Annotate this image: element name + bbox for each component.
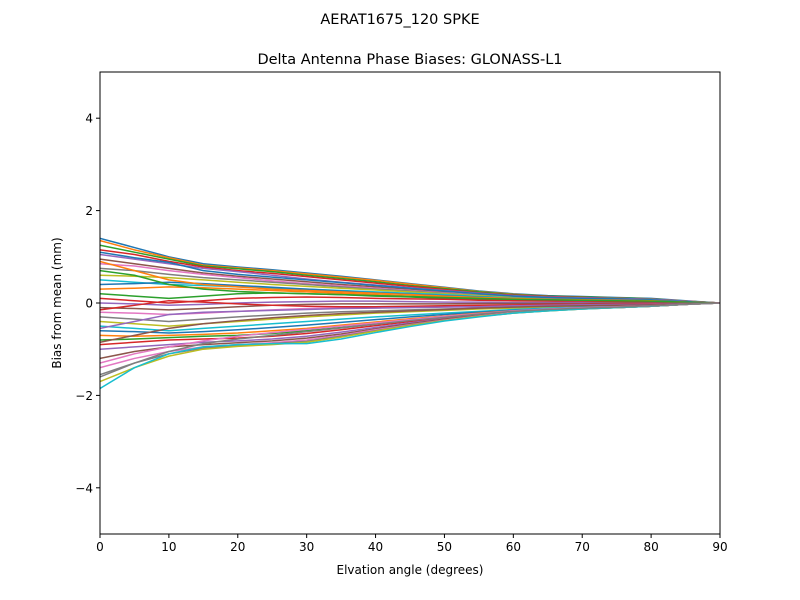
series-line-33 — [100, 269, 720, 304]
x-tick-label: 40 — [368, 540, 383, 554]
y-tick-label: −2 — [75, 389, 93, 403]
x-tick-label: 20 — [230, 540, 245, 554]
x-tick-label: 70 — [575, 540, 590, 554]
x-tick-label: 80 — [643, 540, 658, 554]
y-tick-label: −4 — [75, 481, 93, 495]
chart-title: Delta Antenna Phase Biases: GLONASS-L1 — [257, 52, 562, 68]
series-line-35 — [100, 302, 720, 330]
y-axis-ticks: −4 −2 0 2 4 — [75, 112, 100, 495]
x-tick-label: 30 — [299, 540, 314, 554]
series-line-14 — [100, 296, 720, 304]
series-line-36 — [100, 302, 720, 344]
series-line-38 — [100, 302, 720, 378]
y-tick-label: 2 — [85, 204, 93, 218]
x-tick-label: 0 — [96, 540, 104, 554]
series-lines — [100, 237, 720, 390]
x-axis-ticks: 0 10 20 30 40 50 60 70 80 90 — [96, 534, 728, 554]
x-axis-label: Elvation angle (degrees) — [337, 563, 484, 577]
x-tick-label: 50 — [437, 540, 452, 554]
y-tick-label: 4 — [85, 112, 93, 126]
series-line-16 — [100, 302, 720, 311]
x-tick-label: 60 — [506, 540, 521, 554]
x-tick-label: 90 — [712, 540, 727, 554]
y-axis-label: Bias from mean (mm) — [50, 237, 64, 368]
x-tick-label: 10 — [161, 540, 176, 554]
y-tick-label: 0 — [85, 297, 93, 311]
series-line-31 — [100, 251, 720, 304]
figure-suptitle: AERAT1675_120 SPKE — [320, 12, 479, 28]
